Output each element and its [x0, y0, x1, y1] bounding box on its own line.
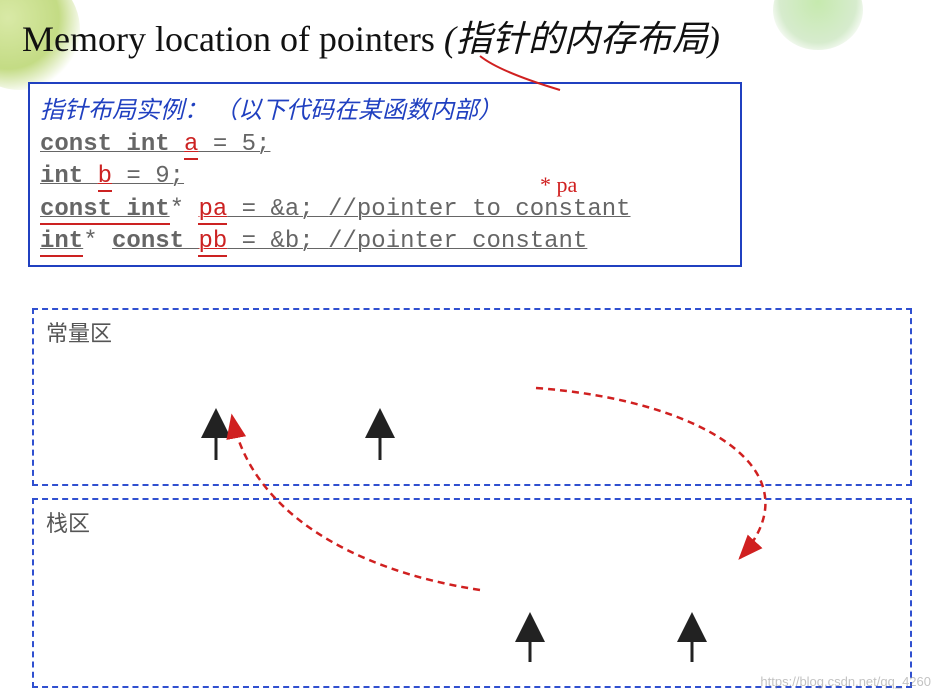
stack-region-label: 栈区 [46, 506, 90, 538]
code-snippet-box: 指针布局实例： （以下代码在某函数内部） const int a = 5; in… [28, 82, 742, 267]
decor-leaf-top [773, 0, 863, 50]
stack-region-box: 栈区 [32, 498, 912, 688]
watermark: https://blog.csdn.net/qq_4260 [760, 674, 931, 689]
title-en: Memory location of pointers [22, 19, 444, 59]
title-cn: (指针的内存布局) [444, 19, 720, 59]
code-line-1: const int a = 5; [40, 129, 730, 161]
handwritten-note: * pa [540, 172, 577, 198]
constant-region-box: 常量区 [32, 308, 912, 486]
constant-region-label: 常量区 [46, 316, 112, 348]
code-line-2: int b = 9; [40, 161, 730, 193]
code-header: 指针布局实例： （以下代码在某函数内部） [40, 90, 730, 125]
code-line-3: const int* pa = &a; //pointer to constan… [40, 194, 730, 226]
code-line-4: int* const pb = &b; //pointer constant [40, 226, 730, 258]
page-title: Memory location of pointers (指针的内存布局) [22, 10, 720, 62]
